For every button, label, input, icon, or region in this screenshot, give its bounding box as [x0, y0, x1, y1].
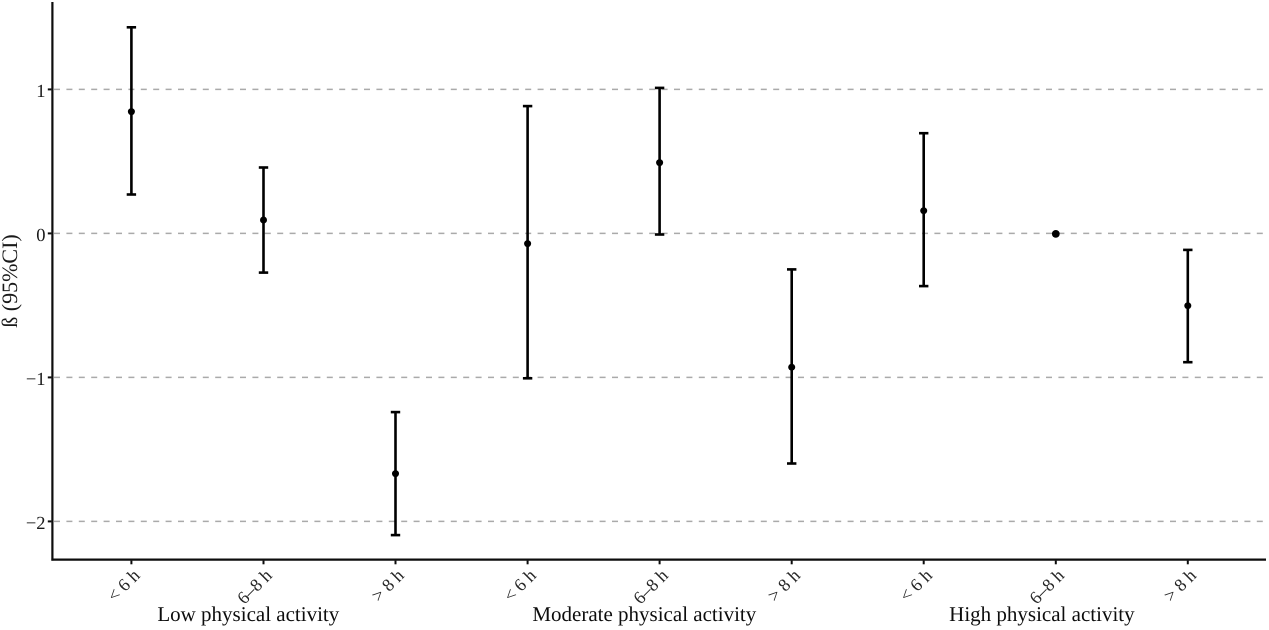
svg-text:High physical activity: High physical activity — [949, 602, 1135, 626]
svg-text:Moderate physical activity: Moderate physical activity — [532, 602, 756, 626]
svg-text:0: 0 — [36, 226, 45, 246]
svg-text:−1: −1 — [26, 370, 46, 390]
svg-text:Low physical activity: Low physical activity — [157, 602, 339, 626]
svg-text:−2: −2 — [26, 514, 46, 534]
svg-text:ß (95%CI): ß (95%CI) — [0, 234, 22, 327]
svg-text:1: 1 — [36, 82, 45, 102]
